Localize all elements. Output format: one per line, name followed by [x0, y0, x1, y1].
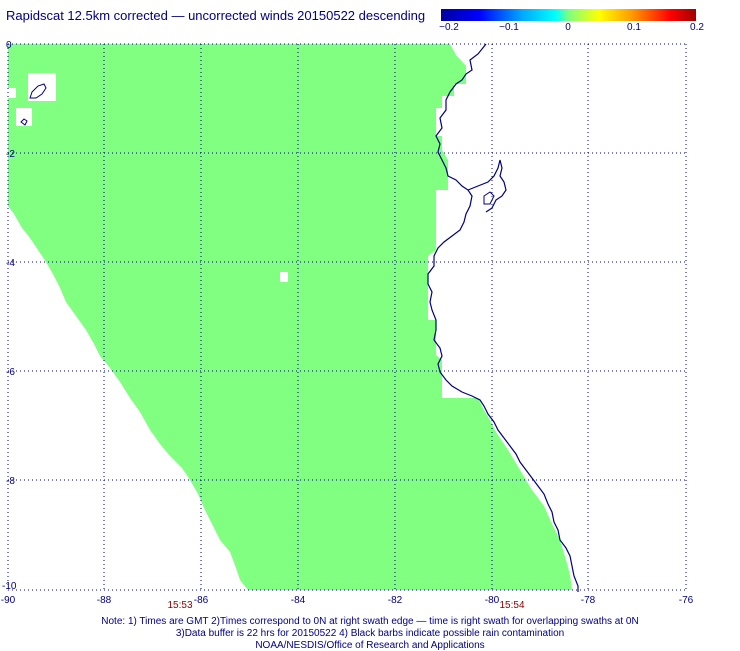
lon-tick-label: -88	[97, 595, 112, 606]
swath-gap	[280, 272, 288, 282]
colorbar-label-max: 0.2	[690, 22, 704, 33]
coastline-gulf	[467, 159, 507, 213]
footnote-line-1: Note: 1) Times are GMT 2)Times correspon…	[101, 616, 639, 627]
footnote-line-2: 3)Data buffer is 22 hrs for 20150522 4) …	[175, 628, 565, 639]
lon-tick-label: -82	[388, 595, 403, 606]
lon-tick-label: -90	[1, 595, 16, 606]
lon-tick-label: -76	[679, 595, 694, 606]
lon-tick-label: -84	[291, 595, 306, 606]
map-frame	[7, 43, 687, 591]
lat-tick-label: 0	[6, 40, 12, 51]
colorbar-label-high: 0.1	[627, 22, 641, 33]
lat-tick-label: -4	[6, 258, 15, 269]
swath-gap	[16, 108, 32, 126]
pass-time-label: 15:54	[499, 600, 524, 610]
colorbar-label-min: −0.2	[439, 22, 459, 33]
coastline	[427, 43, 579, 592]
data-swath	[8, 44, 572, 590]
pass-time-label: 15:53	[167, 600, 192, 610]
puna-island	[483, 191, 495, 205]
swath-gap	[8, 88, 16, 98]
lat-tick-label: -6	[6, 367, 15, 378]
footnote-credit: NOAA/NESDIS/Office of Research and Appli…	[255, 640, 485, 651]
galapagos-island	[20, 118, 28, 126]
lat-tick-label: -10	[2, 581, 17, 592]
lon-tick-label: -78	[581, 595, 596, 606]
color-scale-bar	[441, 9, 696, 21]
colorbar-label-low: −0.1	[499, 22, 519, 33]
map-title: Rapidscat 12.5km corrected — uncorrected…	[6, 8, 426, 23]
colorbar-label-zero: 0	[565, 22, 571, 33]
galapagos-island	[29, 83, 47, 99]
map-grid	[8, 44, 686, 590]
lon-tick-label: -86	[194, 595, 209, 606]
lat-tick-label: -2	[6, 149, 15, 160]
lat-tick-label: -8	[6, 476, 15, 487]
lon-tick-label: -80	[485, 595, 500, 606]
swath-gap	[28, 73, 56, 101]
wind-map: -90 -88 -86 -84 -82 -80 -78 -76 0 -2 -4 …	[1, 40, 694, 610]
